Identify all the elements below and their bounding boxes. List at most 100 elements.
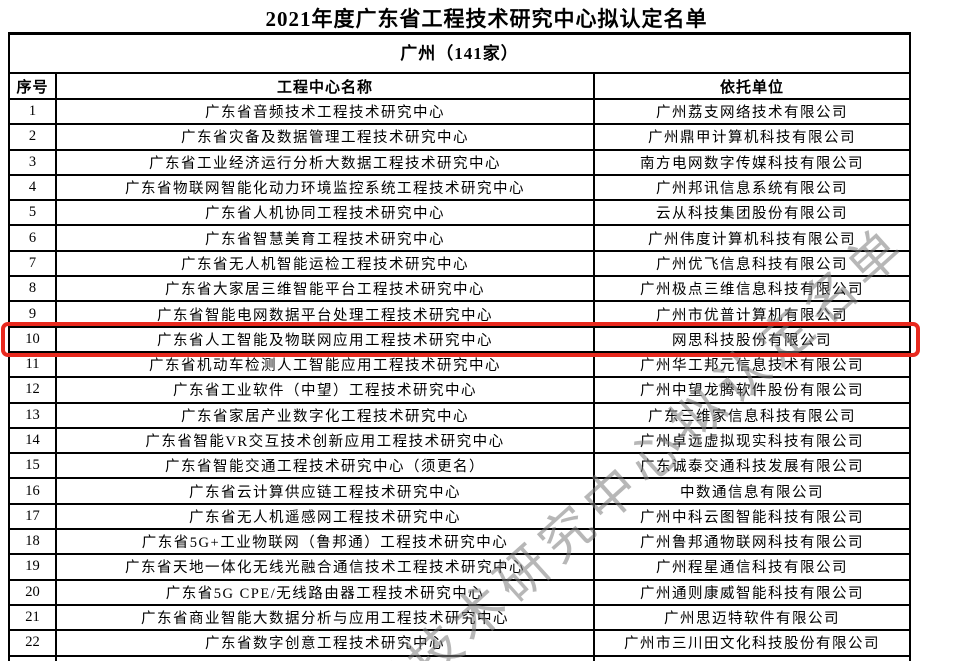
table-row: 7 广东省无人机智能运检工程技术研究中心 广州优飞信息科技有限公司 — [10, 251, 909, 278]
table-row: 3 广东省工业经济运行分析大数据工程技术研究中心 南方电网数字传媒科技有限公司 — [10, 150, 909, 176]
row-number-cell: 4 — [10, 175, 57, 200]
table-row: 9 广东省智能电网数据平台处理工程技术研究中心 广州市优普计算机有限公司 — [10, 302, 909, 328]
org-cell: 广州邦讯信息系统有限公司 — [656, 181, 848, 198]
table-row: 17 广东省无人机遥感网工程技术研究中心 广州中科云图智能科技有限公司 — [10, 504, 909, 531]
center-name-cell: 广东省家居产业数字化工程技术研究中心 — [57, 403, 595, 427]
org-cell: 广州思迈特软件有限公司 — [664, 611, 840, 628]
row-number-cell: 6 — [10, 226, 57, 250]
center-name-cell: 广东省物联网智能化动力环境监控系统工程技术研究中心 — [57, 175, 595, 200]
center-name-cell: 广东省无人机遥感网工程技术研究中心 — [57, 504, 595, 529]
row-number-cell: 10 — [10, 327, 57, 351]
table-row: 18 广东省5G+工业物联网（鲁邦通）工程技术研究中心 广州鲁邦通物联网科技有限… — [10, 530, 909, 556]
org-cell: 网思科技股份有限公司 — [672, 332, 832, 349]
table-row: 6 广东省智慧美育工程技术研究中心 广州伟度计算机科技有限公司 — [10, 226, 909, 252]
org-cell: 广州伟度计算机科技有限公司 — [648, 231, 856, 248]
page-title: 2021年度广东省工程技术研究中心拟认定名单 — [265, 7, 708, 31]
org-cell: 广州优飞信息科技有限公司 — [656, 256, 848, 273]
row-number-cell: 17 — [10, 504, 57, 529]
center-name-cell: 广东省商业智能大数据分析与应用工程技术研究中心 — [57, 605, 595, 630]
column-header-org: 依托单位 — [719, 79, 784, 96]
table-row: 8 广东省大家居三维智能平台工程技术研究中心 广州极点三维信息科技有限公司 — [10, 277, 909, 303]
center-name-cell: 广东省智能交通工程技术研究中心（须更名） — [57, 454, 595, 478]
row-number-cell — [10, 656, 57, 661]
table-header-row: 序号 工程中心名称 依托单位 — [10, 74, 909, 100]
row-number-cell: 12 — [10, 378, 57, 402]
center-name-cell: 广东省智能电网数据平台处理工程技术研究中心 — [57, 302, 595, 326]
row-number-cell: 15 — [10, 454, 57, 478]
table-group-header: 广州（141家） — [10, 35, 909, 74]
table-body: 1 广东省音频技术工程技术研究中心 广州荔支网络技术有限公司 2 广东省灾备及数… — [10, 100, 909, 657]
org-cell: 云从科技集团股份有限公司 — [656, 206, 848, 223]
approval-table: 广州（141家） 序号 工程中心名称 依托单位 1 广东省音频技术工程技术研究中… — [8, 32, 911, 661]
center-name-cell: 广东省工业经济运行分析大数据工程技术研究中心 — [57, 150, 595, 174]
org-cell: 广东诚泰交通科技发展有限公司 — [640, 459, 864, 476]
org-cell: 广州鼎甲计算机科技有限公司 — [648, 130, 856, 147]
table-row: 20 广东省5G CPE/无线路由器工程技术研究中心 广州通则康威智能科技有限公… — [10, 580, 909, 606]
row-number-cell: 14 — [10, 428, 57, 453]
table-row: 22 广东省数字创意工程技术研究中心 广州市三川田文化科技股份有限公司 — [10, 631, 909, 657]
table-row: 16 广东省云计算供应链工程技术研究中心 中数通信息有限公司 — [10, 479, 909, 505]
org-cell: 南方电网数字传媒科技有限公司 — [640, 155, 864, 172]
row-number-cell: 20 — [10, 580, 57, 604]
table-row: 15 广东省智能交通工程技术研究中心（须更名） 广东诚泰交通科技发展有限公司 — [10, 454, 909, 480]
row-number-cell: 11 — [10, 352, 57, 377]
table-row: 21 广东省商业智能大数据分析与应用工程技术研究中心 广州思迈特软件有限公司 — [10, 605, 909, 632]
partial-row — [10, 656, 909, 661]
center-name-cell: 广东省5G+工业物联网（鲁邦通）工程技术研究中心 — [57, 530, 595, 554]
center-name-cell: 广东省灾备及数据管理工程技术研究中心 — [57, 125, 595, 149]
center-name-cell — [57, 656, 595, 661]
row-number-cell: 8 — [10, 277, 57, 301]
table-row: 19 广东省天地一体化无线光融合通信技术工程技术研究中心 广州程星通信科技有限公… — [10, 555, 909, 581]
org-cell — [595, 657, 909, 661]
org-cell: 广州通则康威智能科技有限公司 — [640, 585, 864, 602]
org-cell: 广州市三川田文化科技股份有限公司 — [624, 636, 880, 653]
org-cell: 广州程星通信科技有限公司 — [656, 560, 848, 577]
org-cell: 广州极点三维信息科技有限公司 — [640, 282, 864, 299]
row-number-cell: 7 — [10, 251, 57, 276]
org-cell: 广州中望龙腾软件股份有限公司 — [640, 383, 864, 400]
table-row: 11 广东省机动车检测人工智能应用工程技术研究中心 广州华工邦元信息技术有限公司 — [10, 352, 909, 379]
org-cell: 广州华工邦元信息技术有限公司 — [640, 358, 864, 375]
row-number-cell: 22 — [10, 631, 57, 655]
column-header-center-name: 工程中心名称 — [57, 74, 595, 98]
row-number-cell: 19 — [10, 555, 57, 579]
center-name-cell: 广东省云计算供应链工程技术研究中心 — [57, 479, 595, 503]
row-number-cell: 13 — [10, 403, 57, 427]
center-name-cell: 广东省智能VR交互技术创新应用工程技术研究中心 — [57, 428, 595, 453]
org-cell: 广州鲁邦通物联网科技有限公司 — [640, 535, 864, 552]
column-header-number: 序号 — [10, 74, 57, 98]
table-row: 1 广东省音频技术工程技术研究中心 广州荔支网络技术有限公司 — [10, 100, 909, 126]
center-name-cell: 广东省大家居三维智能平台工程技术研究中心 — [57, 277, 595, 301]
center-name-cell: 广东省工业软件（中望）工程技术研究中心 — [57, 378, 595, 402]
row-number-cell: 3 — [10, 150, 57, 174]
table-row: 5 广东省人机协同工程技术研究中心 云从科技集团股份有限公司 — [10, 201, 909, 227]
org-cell: 广州市优普计算机有限公司 — [656, 307, 848, 324]
table-row: 4 广东省物联网智能化动力环境监控系统工程技术研究中心 广州邦讯信息系统有限公司 — [10, 175, 909, 202]
center-name-cell: 广东省无人机智能运检工程技术研究中心 — [57, 251, 595, 276]
table-row: 13 广东省家居产业数字化工程技术研究中心 广东三维家信息科技有限公司 — [10, 403, 909, 429]
org-cell: 广东三维家信息科技有限公司 — [648, 408, 856, 425]
row-number-cell: 18 — [10, 530, 57, 554]
center-name-cell: 广东省人工智能及物联网应用工程技术研究中心 — [57, 327, 595, 351]
center-name-cell: 广东省5G CPE/无线路由器工程技术研究中心 — [57, 580, 595, 604]
org-cell: 广州中科云图智能科技有限公司 — [640, 509, 864, 526]
row-number-cell: 9 — [10, 302, 57, 326]
org-cell: 中数通信息有限公司 — [680, 484, 824, 501]
row-number-cell: 21 — [10, 605, 57, 630]
center-name-cell: 广东省音频技术工程技术研究中心 — [57, 100, 595, 124]
row-number-cell: 5 — [10, 201, 57, 225]
center-name-cell: 广东省数字创意工程技术研究中心 — [57, 631, 595, 655]
row-number-cell: 1 — [10, 100, 57, 124]
row-number-cell: 16 — [10, 479, 57, 503]
table-row: 12 广东省工业软件（中望）工程技术研究中心 广州中望龙腾软件股份有限公司 — [10, 378, 909, 404]
center-name-cell: 广东省机动车检测人工智能应用工程技术研究中心 — [57, 352, 595, 377]
center-name-cell: 广东省天地一体化无线光融合通信技术工程技术研究中心 — [57, 555, 595, 579]
center-name-cell: 广东省人机协同工程技术研究中心 — [57, 201, 595, 225]
row-number-cell: 2 — [10, 125, 57, 149]
center-name-cell: 广东省智慧美育工程技术研究中心 — [57, 226, 595, 250]
table-row: 14 广东省智能VR交互技术创新应用工程技术研究中心 广州卓远虚拟现实科技有限公… — [10, 428, 909, 455]
org-cell: 广州卓远虚拟现实科技有限公司 — [640, 434, 864, 450]
table-row: 10 广东省人工智能及物联网应用工程技术研究中心 网思科技股份有限公司 — [10, 327, 909, 353]
table-row: 2 广东省灾备及数据管理工程技术研究中心 广州鼎甲计算机科技有限公司 — [10, 125, 909, 151]
